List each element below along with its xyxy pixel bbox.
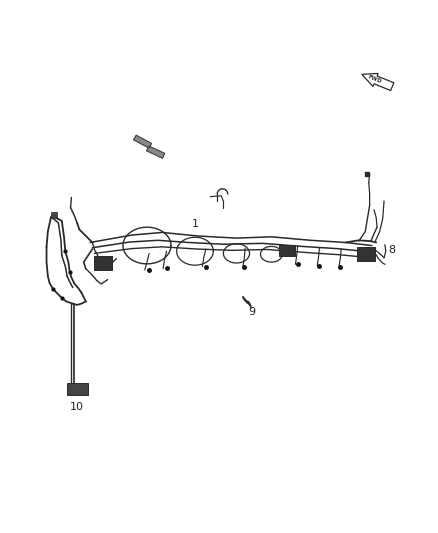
Text: FWD: FWD <box>367 75 382 85</box>
FancyBboxPatch shape <box>94 256 112 270</box>
Text: 1: 1 <box>191 219 198 229</box>
FancyBboxPatch shape <box>279 245 295 256</box>
Text: 8: 8 <box>388 245 395 255</box>
Text: 9: 9 <box>248 308 255 317</box>
Polygon shape <box>362 74 394 91</box>
Polygon shape <box>134 135 152 148</box>
Text: 10: 10 <box>70 402 84 412</box>
Polygon shape <box>147 146 165 158</box>
FancyBboxPatch shape <box>67 383 88 395</box>
FancyBboxPatch shape <box>357 247 375 261</box>
